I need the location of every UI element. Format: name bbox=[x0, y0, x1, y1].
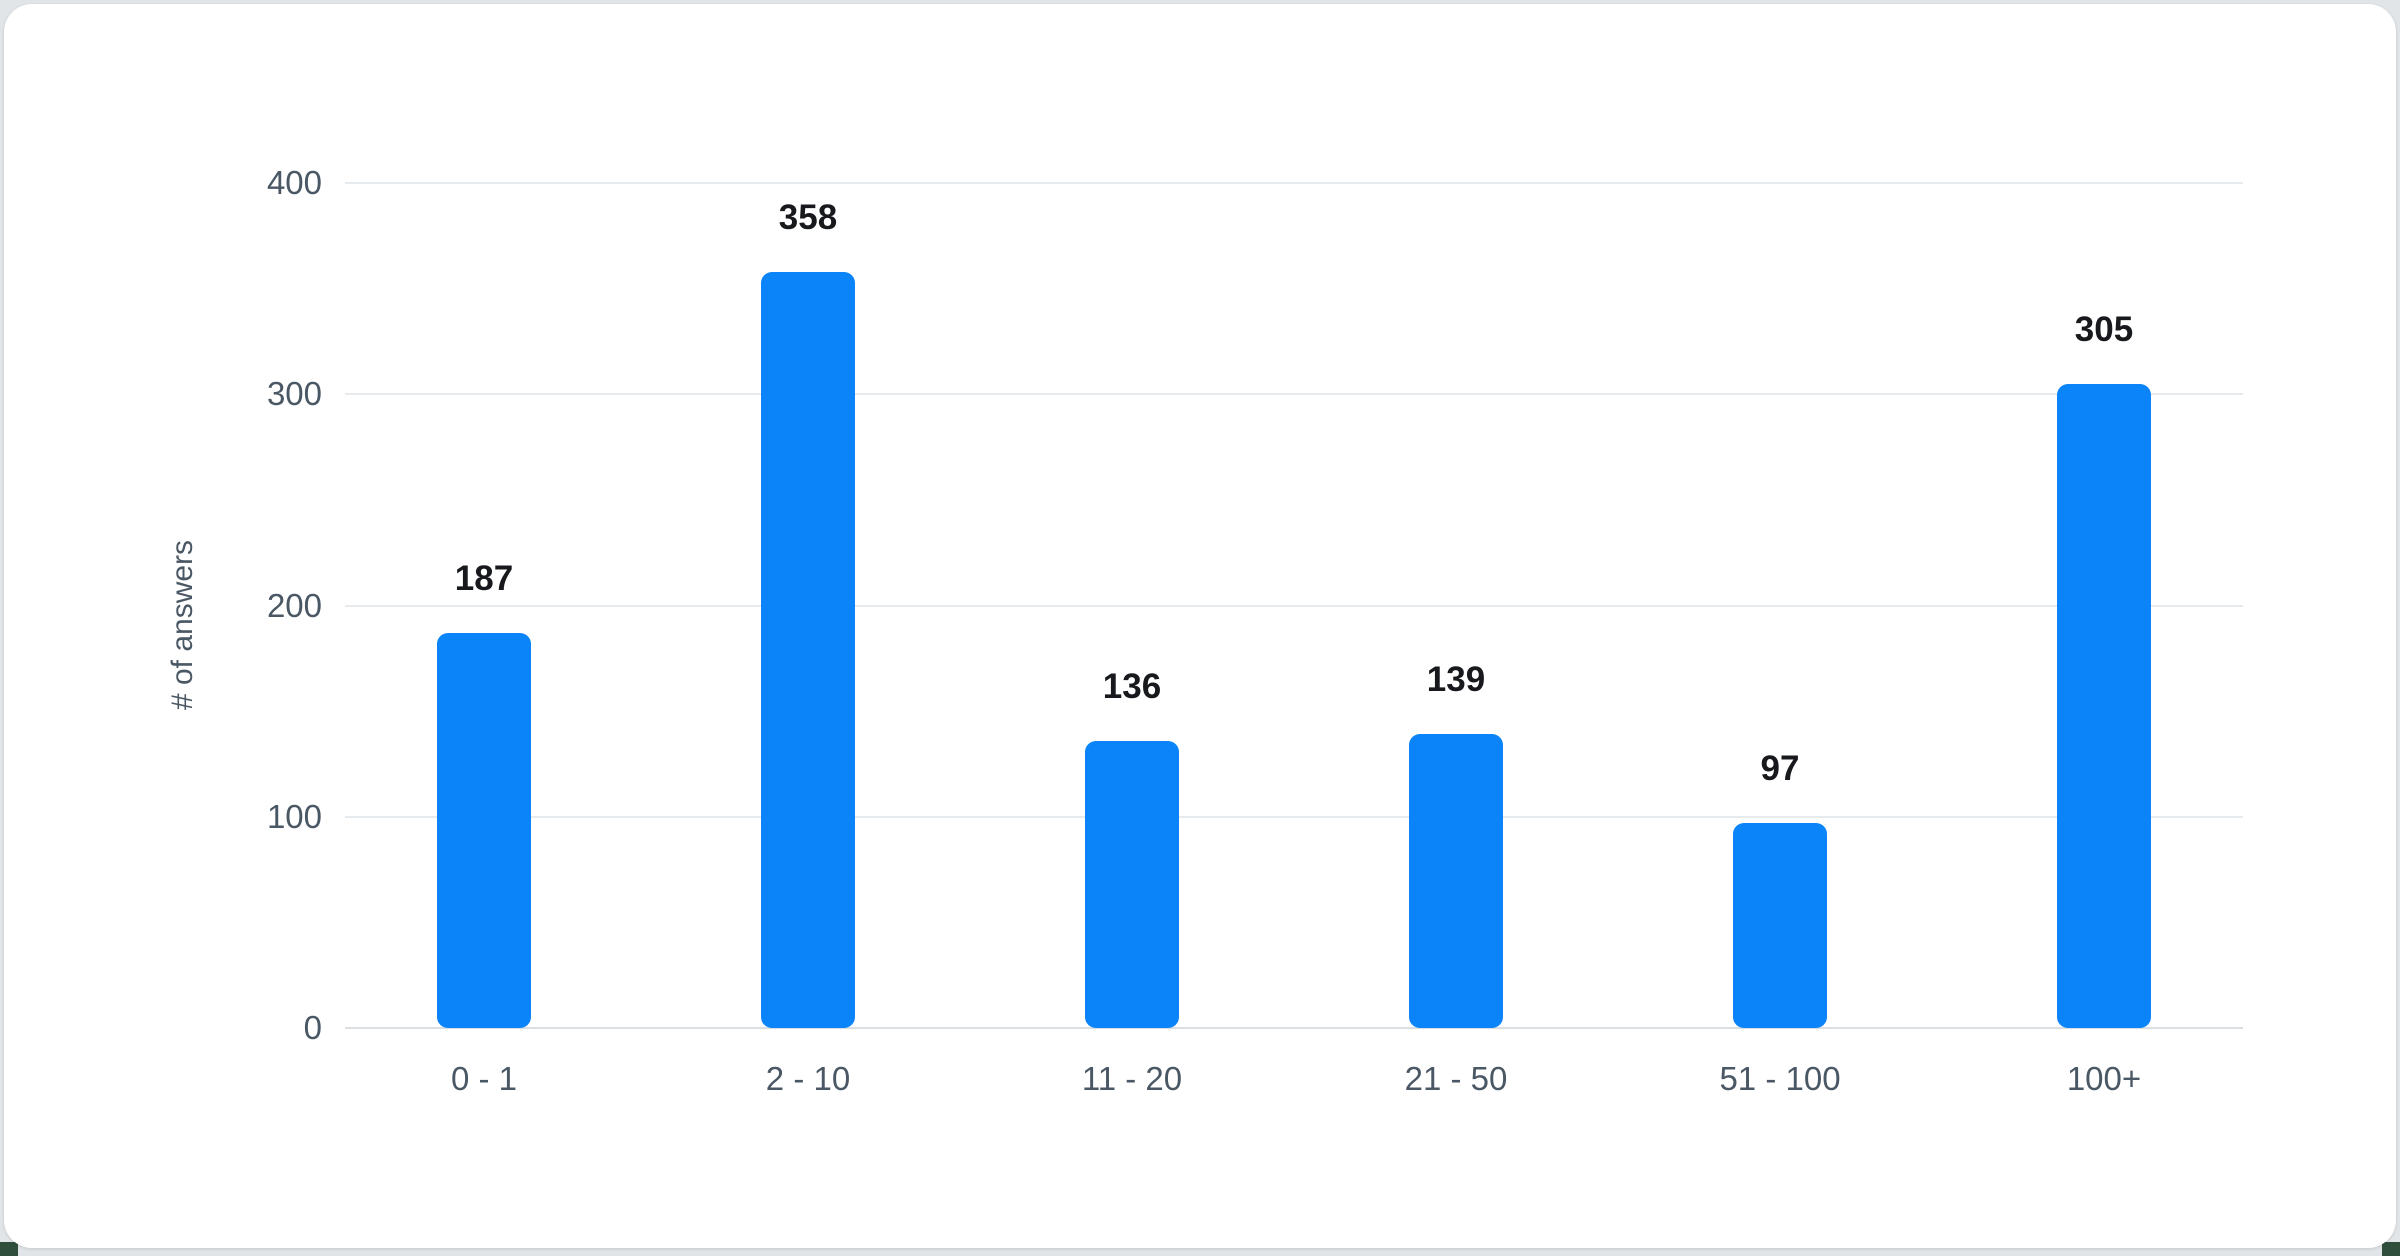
x-tick-label: 51 - 100 bbox=[1719, 1060, 1841, 1097]
bar bbox=[1085, 740, 1179, 1028]
x-axis-baseline bbox=[345, 1027, 2243, 1029]
gridline bbox=[345, 815, 2243, 818]
gridline bbox=[345, 182, 2243, 184]
chart-card: # of answers 0 100 200 300 400 187 0 - 1 358 2 -… bbox=[4, 4, 2396, 1248]
gridline bbox=[345, 604, 2243, 607]
y-tick-label: 0 bbox=[303, 1009, 322, 1046]
bar-value-label: 97 bbox=[1760, 749, 1800, 789]
x-tick-label: 21 - 50 bbox=[1404, 1060, 1508, 1097]
x-tick-label: 100+ bbox=[2066, 1060, 2142, 1097]
bar bbox=[2057, 383, 2151, 1028]
bar bbox=[1733, 823, 1827, 1028]
bar bbox=[1409, 734, 1503, 1028]
bar-chart: # of answers 0 100 200 300 400 187 0 - 1 358 2 -… bbox=[4, 4, 2396, 1248]
bar bbox=[761, 271, 855, 1028]
y-tick-label: 400 bbox=[266, 164, 322, 201]
x-tick-label: 11 - 20 bbox=[1081, 1060, 1183, 1097]
bottom-left-corner-accent bbox=[0, 1242, 18, 1256]
y-tick-label: 100 bbox=[266, 797, 322, 835]
x-tick-label: 0 - 1 bbox=[450, 1060, 518, 1097]
bar-value-label: 358 bbox=[778, 197, 838, 237]
gridline bbox=[345, 393, 2243, 396]
bar bbox=[437, 632, 531, 1028]
bar-value-label: 187 bbox=[454, 558, 514, 598]
y-tick-label: 300 bbox=[266, 375, 322, 413]
bar-value-label: 136 bbox=[1102, 666, 1162, 706]
x-tick-label: 2 - 10 bbox=[765, 1060, 851, 1097]
y-tick-label: 200 bbox=[266, 586, 322, 624]
bottom-right-corner-accent bbox=[2382, 1242, 2400, 1256]
bar-value-label: 139 bbox=[1426, 660, 1486, 700]
bar-value-label: 305 bbox=[2074, 309, 2134, 349]
y-axis-title: # of answers bbox=[166, 539, 199, 711]
